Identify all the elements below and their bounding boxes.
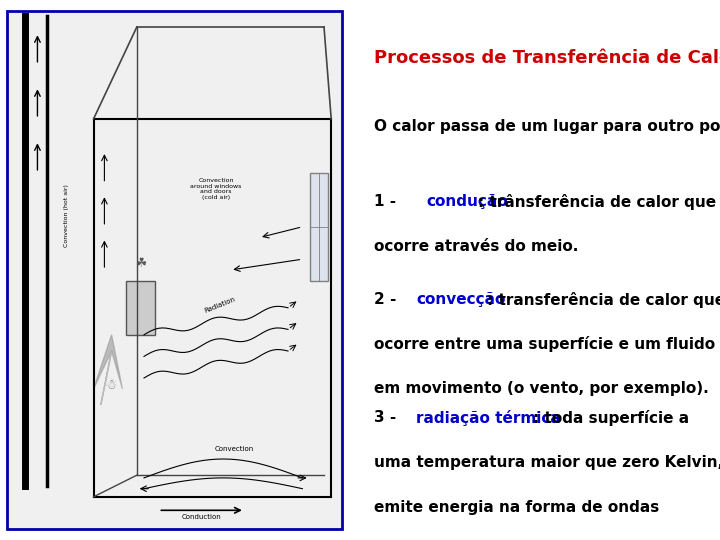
Text: ☘: ☘ (135, 257, 146, 270)
Text: ocorre entre uma superfície e um fluido: ocorre entre uma superfície e um fluido (374, 336, 716, 353)
Text: Convection
around windows
and doors
(cold air): Convection around windows and doors (col… (190, 178, 242, 200)
Bar (126, 281, 155, 335)
Text: O calor passa de um lugar para outro por:: O calor passa de um lugar para outro por… (374, 119, 720, 134)
Text: uma temperatura maior que zero Kelvin,: uma temperatura maior que zero Kelvin, (374, 455, 720, 470)
FancyBboxPatch shape (7, 11, 342, 529)
Text: emite energia na forma de ondas: emite energia na forma de ondas (374, 500, 660, 515)
Text: Conduction: Conduction (181, 515, 222, 521)
Polygon shape (94, 335, 122, 405)
Text: 2 -: 2 - (374, 292, 402, 307)
Text: condução: condução (426, 194, 508, 210)
Text: : toda superfície a: : toda superfície a (533, 410, 689, 427)
Text: 1 -: 1 - (374, 194, 407, 210)
Text: Convection (hot air): Convection (hot air) (64, 185, 68, 247)
Text: Convection: Convection (215, 446, 253, 452)
Text: ☃: ☃ (105, 378, 118, 392)
Text: : trânsferência de calor que: : trânsferência de calor que (478, 194, 716, 211)
Text: em movimento (o vento, por exemplo).: em movimento (o vento, por exemplo). (374, 381, 709, 396)
Text: ocorre através do meio.: ocorre através do meio. (374, 239, 579, 254)
Text: radiação térmica: radiação térmica (416, 410, 561, 427)
Text: Processos de Transferência de Calor: Processos de Transferência de Calor (374, 49, 720, 66)
Text: 3 -: 3 - (374, 410, 402, 426)
Text: convecção: convecção (416, 292, 505, 307)
Bar (310, 173, 328, 281)
Text: Radiation: Radiation (203, 296, 236, 314)
Text: : transferência de calor que: : transferência de calor que (487, 292, 720, 308)
